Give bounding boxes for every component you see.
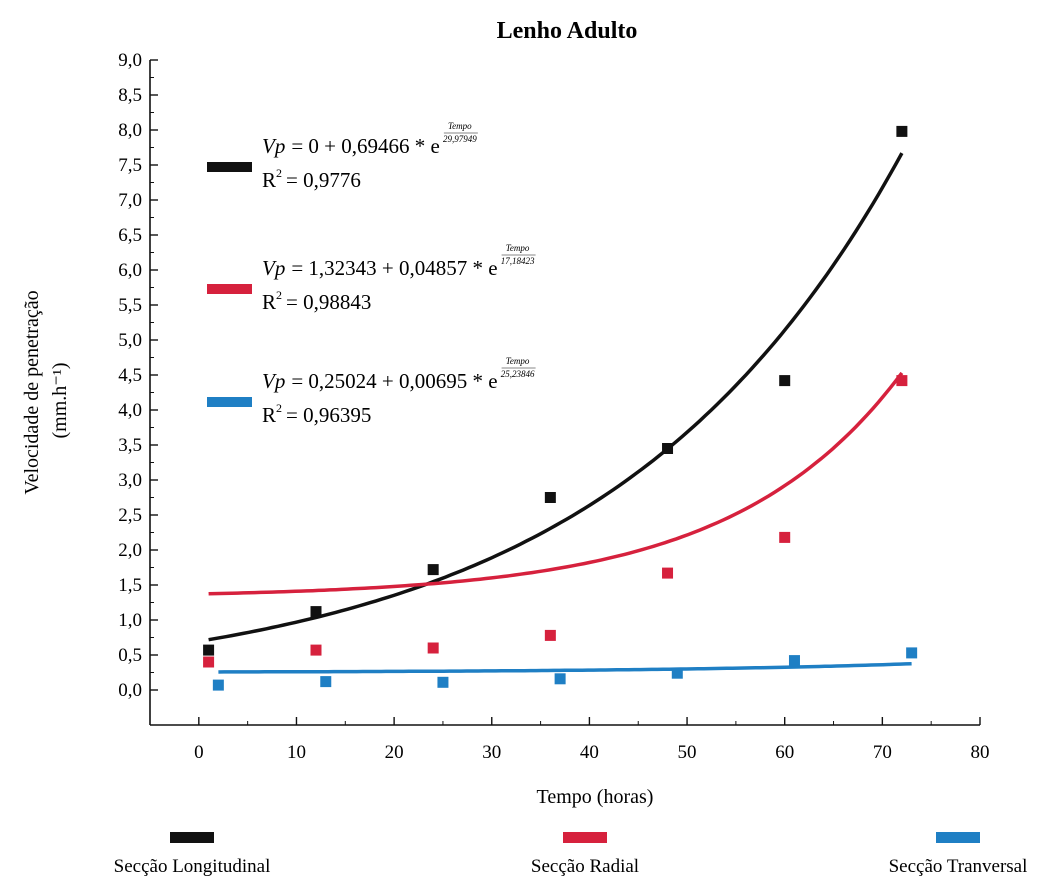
equation-rhs: = 0 + 0,69466 * e [291,134,440,158]
y-tick-label: 0,0 [118,680,142,701]
equation-swatch [207,162,252,172]
r2-superscript: 2 [276,166,282,180]
data-point [788,655,800,667]
y-axis-label: Velocidade de penetração [21,290,43,494]
data-point [310,644,322,656]
y-tick-label: 0,5 [118,645,142,666]
equation-exponent-denominator: 25,23846 [501,369,535,379]
r2-value: = 0,9776 [286,168,361,192]
y-tick-label: 1,0 [118,610,142,631]
legend-swatch [936,832,980,843]
equation-lhs: Vp [262,369,285,393]
y-tick-label: 6,5 [118,225,142,246]
equation-exponent-denominator: 29,97949 [443,134,477,144]
y-tick-label: 2,0 [118,540,142,561]
y-tick-label: 8,5 [118,85,142,106]
x-tick-label: 60 [775,742,794,763]
equation-exponent-numerator: Tempo [506,243,530,253]
r2-value: = 0,96395 [286,403,371,427]
equation-r2: R2 = 0,96395 [262,401,371,427]
data-point [554,673,566,685]
r2-label: R [262,290,276,314]
data-point [310,606,322,618]
equation-text: Vp = 0 + 0,69466 * e [262,134,440,158]
y-tick-label: 6,0 [118,260,142,281]
data-point [212,679,224,691]
data-point [779,375,791,387]
fit-curves [208,152,912,674]
data-point [896,125,908,137]
axes: 0,0 0,5 1,0 1,5 2,0 2,5 3,0 3,5 4,0 4,5 5,0 5,5 6,0 6… [21,50,990,808]
legend-swatch [563,832,607,843]
legend-label: Secção Radial [531,856,639,877]
y-axis-unit: (mm.h⁻¹) [49,363,71,439]
y-tick-label: 7,0 [118,190,142,211]
y-tick-label: 5,5 [118,295,142,316]
x-tick-label: 20 [385,742,404,763]
equation-rhs: = 1,32343 + 0,04857 * e [291,256,497,280]
data-point [544,492,556,503]
data-point [779,531,791,543]
fit-curve [208,371,904,596]
y-tick-label: 9,0 [118,50,142,71]
x-tick-label: 70 [873,742,892,763]
y-tick-label: 2,5 [118,505,142,526]
data-point [544,629,556,641]
data-points [203,125,918,691]
y-tick-label: 4,0 [118,400,142,421]
x-tick-label: 0 [194,742,204,763]
equation-swatch [207,284,252,294]
x-tick-label: 50 [678,742,697,763]
legend-label: Secção Tranversal [889,856,1028,877]
equation-text: Vp = 1,32343 + 0,04857 * e [262,256,498,280]
y-tick-label: 3,5 [118,435,142,456]
equation-lhs: Vp [262,134,285,158]
x-tick-label: 80 [971,742,990,763]
data-point [427,642,439,654]
data-point [662,443,674,454]
legend: Secção Longitudinal Secção Radial Secção T… [114,832,1028,877]
legend-swatch [170,832,214,843]
y-tick-label: 1,5 [118,575,142,596]
equation-lhs: Vp [262,256,285,280]
x-tick-label: 30 [482,742,501,763]
data-point [437,676,449,688]
data-point [662,567,674,579]
data-point [671,667,683,679]
x-tick-label: 40 [580,742,599,763]
data-point [906,647,918,659]
y-tick-label: 5,0 [118,330,142,351]
x-axis-label: Tempo (horas) [537,786,654,808]
r2-label: R [262,168,276,192]
fit-curve [218,661,912,674]
equation-exponent-numerator: Tempo [448,121,472,131]
x-tick-label: 10 [287,742,306,763]
equation-r2: R2 = 0,98843 [262,288,371,314]
y-tick-label: 3,0 [118,470,142,491]
equation-text: Vp = 0,25024 + 0,00695 * e [262,369,498,393]
data-point [320,676,332,688]
r2-value: = 0,98843 [286,290,371,314]
data-point [896,375,908,387]
y-tick-label: 4,5 [118,365,142,386]
legend-label: Secção Longitudinal [114,856,271,877]
data-point [203,656,215,668]
equation-r2: R2 = 0,9776 [262,166,361,192]
r2-label: R [262,403,276,427]
y-tick-label: 8,0 [118,120,142,141]
data-point [427,564,439,576]
y-tick-label: 7,5 [118,155,142,176]
data-point [203,644,215,656]
equation-swatch [207,397,252,407]
equation-exponent-numerator: Tempo [506,356,530,366]
chart-title: Lenho Adulto [497,18,638,44]
equation-rhs: = 0,25024 + 0,00695 * e [291,369,497,393]
r2-superscript: 2 [276,401,282,415]
fit-curve [208,152,904,642]
equation-exponent-denominator: 17,18423 [501,256,535,266]
r2-superscript: 2 [276,288,282,302]
